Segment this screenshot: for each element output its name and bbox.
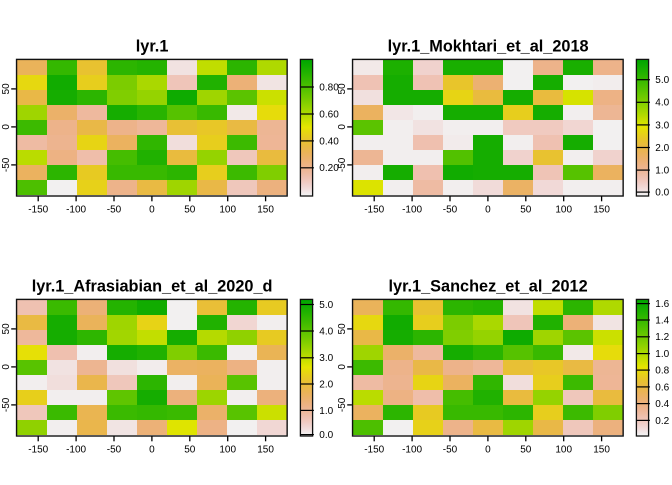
- svg-text:0.4: 0.4: [655, 399, 669, 410]
- svg-text:-50: -50: [443, 205, 458, 216]
- svg-text:0.20: 0.20: [319, 163, 339, 174]
- svg-text:100: 100: [555, 445, 572, 456]
- svg-text:-150: -150: [28, 445, 48, 456]
- svg-text:1.0: 1.0: [655, 166, 669, 177]
- svg-text:1.0: 1.0: [655, 349, 669, 360]
- svg-text:2.0: 2.0: [655, 143, 669, 154]
- svg-text:3.0: 3.0: [319, 353, 333, 364]
- svg-text:-50: -50: [443, 445, 458, 456]
- svg-text:0.6: 0.6: [655, 382, 669, 393]
- svg-text:50: 50: [184, 445, 196, 456]
- svg-text:0: 0: [149, 205, 155, 216]
- svg-text:0.60: 0.60: [319, 109, 339, 120]
- svg-text:lyr.1_Mokhtari_et_al_2018: lyr.1_Mokhtari_et_al_2018: [388, 38, 589, 56]
- svg-text:0.80: 0.80: [319, 82, 339, 93]
- svg-text:0.40: 0.40: [319, 136, 339, 147]
- svg-text:0.0: 0.0: [319, 430, 333, 441]
- svg-text:1.6: 1.6: [655, 299, 669, 310]
- svg-text:-100: -100: [66, 445, 86, 456]
- svg-text:-50: -50: [107, 205, 122, 216]
- svg-text:0: 0: [337, 364, 348, 370]
- svg-text:-50: -50: [337, 397, 348, 412]
- svg-text:1.2: 1.2: [655, 332, 669, 343]
- svg-text:3.0: 3.0: [655, 120, 669, 131]
- svg-text:0.8: 0.8: [655, 366, 669, 377]
- svg-text:1.4: 1.4: [655, 315, 669, 326]
- svg-text:-100: -100: [66, 205, 86, 216]
- svg-text:4.0: 4.0: [655, 98, 669, 109]
- svg-text:2.0: 2.0: [319, 379, 333, 390]
- svg-text:-50: -50: [337, 157, 348, 172]
- svg-text:50: 50: [337, 323, 348, 335]
- svg-text:150: 150: [257, 445, 274, 456]
- svg-text:5.0: 5.0: [319, 300, 333, 311]
- svg-text:50: 50: [520, 205, 532, 216]
- svg-text:-50: -50: [1, 157, 12, 172]
- svg-text:-150: -150: [364, 445, 384, 456]
- svg-text:-50: -50: [107, 445, 122, 456]
- svg-text:0.2: 0.2: [655, 416, 669, 427]
- svg-text:100: 100: [219, 445, 236, 456]
- svg-text:0: 0: [1, 124, 12, 130]
- svg-text:lyr.1: lyr.1: [136, 38, 169, 56]
- svg-text:0: 0: [149, 445, 155, 456]
- svg-text:150: 150: [593, 445, 610, 456]
- svg-text:-100: -100: [402, 445, 422, 456]
- svg-text:100: 100: [219, 205, 236, 216]
- svg-text:150: 150: [257, 205, 274, 216]
- svg-text:50: 50: [337, 83, 348, 95]
- svg-text:0: 0: [485, 445, 491, 456]
- svg-text:-50: -50: [1, 397, 12, 412]
- svg-text:0: 0: [1, 364, 12, 370]
- svg-text:lyr.1_Sanchez_et_al_2012: lyr.1_Sanchez_et_al_2012: [389, 278, 588, 296]
- svg-text:0.0: 0.0: [655, 188, 669, 199]
- svg-text:-150: -150: [28, 205, 48, 216]
- svg-text:lyr.1_Afrasiabian_et_al_2020_d: lyr.1_Afrasiabian_et_al_2020_d: [32, 278, 273, 296]
- svg-text:0: 0: [337, 124, 348, 130]
- svg-text:100: 100: [555, 205, 572, 216]
- svg-text:4.0: 4.0: [319, 326, 333, 337]
- svg-text:-100: -100: [402, 205, 422, 216]
- svg-text:50: 50: [520, 445, 532, 456]
- svg-text:1.0: 1.0: [319, 406, 333, 417]
- svg-text:50: 50: [1, 323, 12, 335]
- svg-text:150: 150: [593, 205, 610, 216]
- svg-text:5.0: 5.0: [655, 75, 669, 86]
- svg-text:50: 50: [1, 83, 12, 95]
- svg-text:50: 50: [184, 205, 196, 216]
- svg-text:0: 0: [485, 205, 491, 216]
- svg-text:-150: -150: [364, 205, 384, 216]
